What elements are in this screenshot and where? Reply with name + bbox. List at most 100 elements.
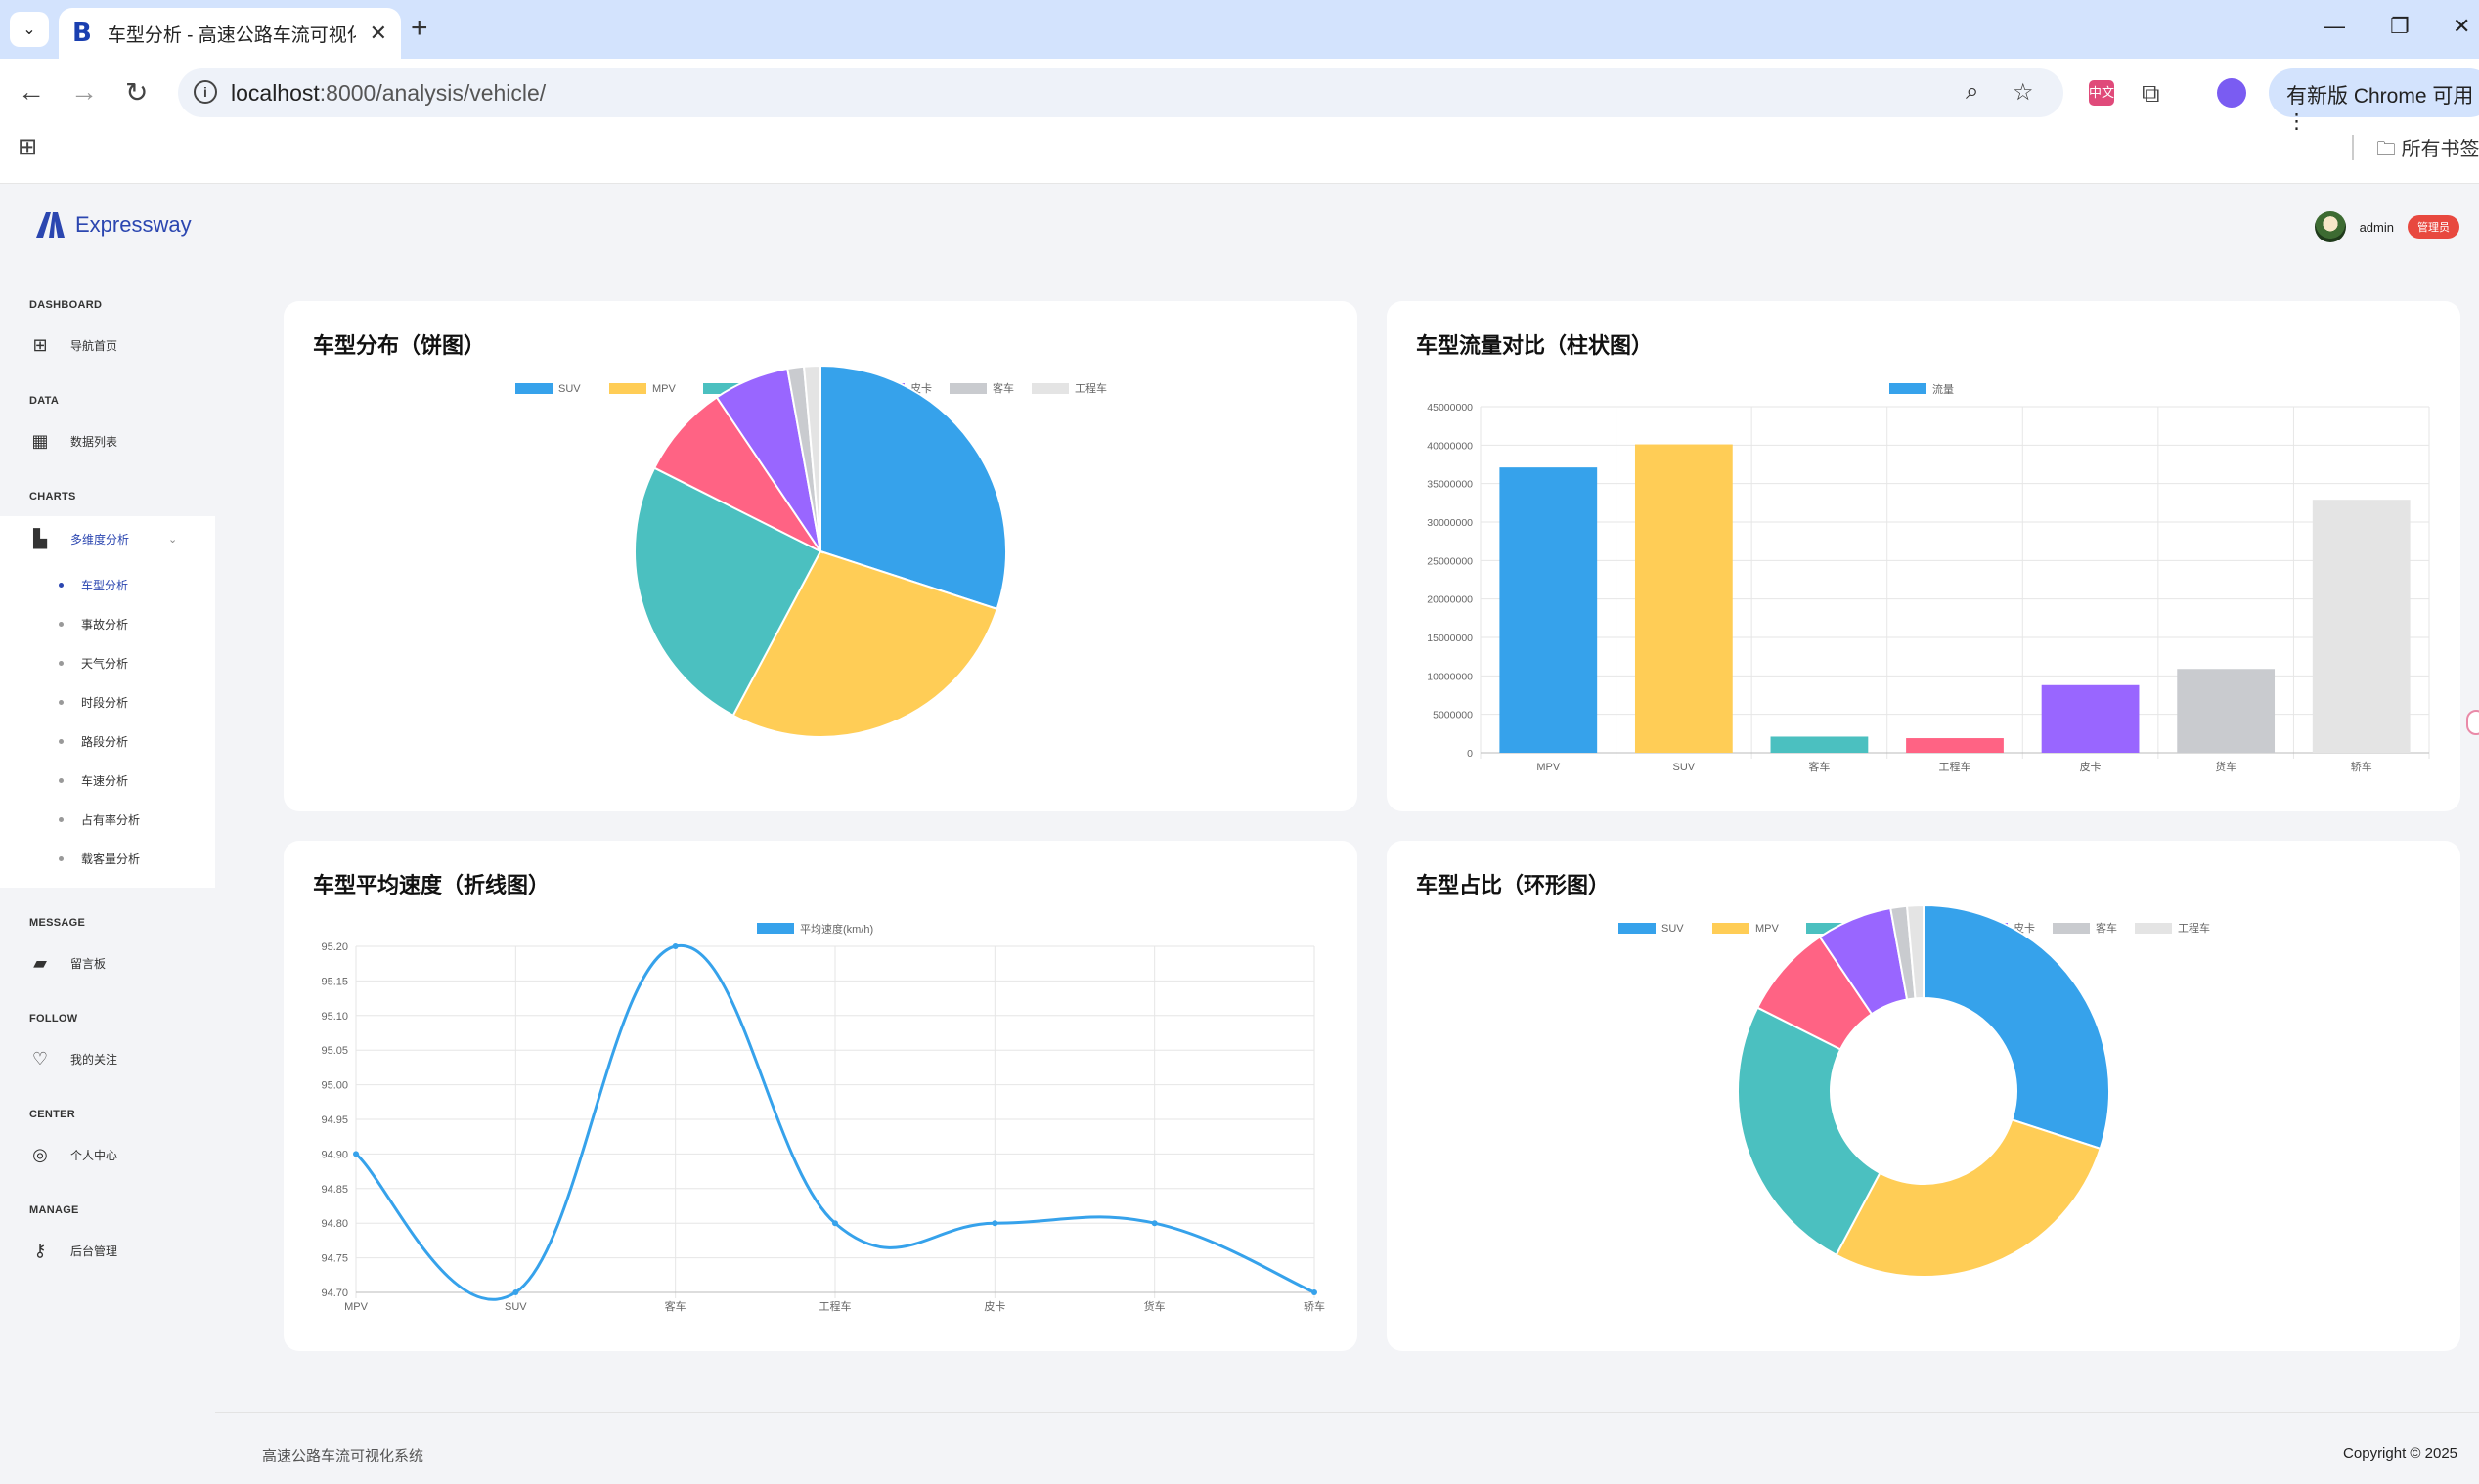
point-货车 <box>1151 1220 1158 1227</box>
pie-slice-MPV <box>731 549 998 738</box>
chevron-down-icon: ⌄ <box>168 533 178 546</box>
all-bookmarks-button[interactable]: 🗀 所有书签 <box>2376 139 2479 160</box>
chart-title: 车型分布（饼图） <box>313 333 486 358</box>
apps-grid-icon[interactable]: ⊞ <box>18 134 38 160</box>
reload-icon[interactable]: ↻ <box>125 77 149 108</box>
tab-title: 车型分析 - 高速公路车流可视化 <box>107 24 356 46</box>
x-tick-label: 工程车 <box>819 1299 852 1313</box>
legend-label: 流量 <box>1932 382 1954 396</box>
y-tick-label: 40000000 <box>1427 440 1473 452</box>
pie-chart[interactable]: SUVMPV轿车货车皮卡客车工程车 <box>284 301 1357 811</box>
y-tick-label: 10000000 <box>1427 671 1473 682</box>
section-data: DATA <box>29 395 60 407</box>
section-charts: CHARTS <box>29 491 76 502</box>
sub-item-segment[interactable]: 路段分析 <box>59 733 128 750</box>
line-chart[interactable]: 平均速度(km/h) 94.70 94.75 94.80 94.85 94.90 94.95… <box>284 841 1357 1351</box>
pie-slice-工程车 <box>802 364 821 552</box>
footer-system-name: 高速公路车流可视化系统 <box>262 1448 424 1464</box>
footer-divider <box>215 1412 2479 1413</box>
chevron-down-icon: ⌄ <box>22 22 36 38</box>
address-bar[interactable]: i localhost:8000/analysis/vehicle/ ⌕ ☆ <box>178 68 2063 117</box>
road-logo-icon <box>36 212 65 238</box>
donut-slice-轿车 <box>1737 1006 1881 1257</box>
browser-tab[interactable]: B 车型分析 - 高速公路车流可视化 ✕ <box>59 8 401 59</box>
floating-widget[interactable] <box>2466 710 2479 735</box>
y-tick-label: 95.15 <box>321 976 348 987</box>
y-tick-label: 0 <box>1467 748 1473 760</box>
legend-swatch <box>703 383 740 394</box>
extensions-icon[interactable]: ⧉ <box>2142 78 2160 108</box>
bookmark-divider <box>2352 135 2354 160</box>
sub-item-weather[interactable]: 天气分析 <box>59 655 128 672</box>
x-tick-label: MPV <box>344 1301 369 1313</box>
section-manage: MANAGE <box>29 1204 79 1216</box>
bar-货车 <box>2177 669 2276 753</box>
legend-swatch <box>950 383 987 394</box>
section-follow: FOLLOW <box>29 1013 78 1025</box>
bar-chart[interactable]: 流量 0 5000000 10000000 15000000 20000000 250000… <box>1387 301 2460 811</box>
y-tick-label: 45000000 <box>1427 402 1473 414</box>
section-dashboard: DASHBOARD <box>29 299 103 311</box>
translate-extension-icon[interactable]: 中文 <box>2089 80 2114 106</box>
sub-item-passengers[interactable]: 载客量分析 <box>59 851 140 867</box>
user-key-icon: ⚷ <box>33 1241 47 1260</box>
url-text[interactable]: localhost:8000/analysis/vehicle/ <box>231 80 547 106</box>
site-info-icon[interactable]: i <box>194 80 217 104</box>
sidebar-item-profile[interactable]: ◎ 个人中心 <box>29 1144 117 1165</box>
tab-search-button[interactable]: ⌄ <box>10 12 49 47</box>
x-tick-label: 轿车 <box>2351 760 2372 773</box>
legend-label: 平均速度(km/h) <box>800 922 873 936</box>
doughnut-chart[interactable]: SUVMPV轿车货车皮卡客车工程车 <box>1387 841 2460 1351</box>
forward-icon[interactable]: → <box>70 76 98 107</box>
close-tab-icon[interactable]: ✕ <box>369 21 387 45</box>
section-message: MESSAGE <box>29 917 86 929</box>
x-tick-label: SUV <box>505 1301 527 1313</box>
legend-swatch <box>1712 923 1749 934</box>
x-tick-label: 货车 <box>1144 1299 1166 1313</box>
restore-icon[interactable]: ❐ <box>2390 14 2410 38</box>
sidebar-item-board[interactable]: ▰ 留言板 <box>29 952 106 974</box>
legend-swatch <box>609 383 646 394</box>
sidebar-item-analysis[interactable]: ▙ 多维度分析 ⌄ <box>29 528 177 549</box>
legend-swatch <box>1806 923 1843 934</box>
user-menu[interactable]: admin 管理员 <box>2314 211 2459 242</box>
sub-item-time[interactable]: 时段分析 <box>59 694 128 711</box>
sidebar: DASHBOARD ⊞ 导航首页 DATA ▦ 数据列表 CHARTS ▙ 多维度分析… <box>0 282 215 1484</box>
pie-slice-货车 <box>652 396 823 554</box>
legend-swatch <box>515 383 553 394</box>
avatar[interactable] <box>2314 211 2346 242</box>
pie-chart-card: 车型分布（饼图） SUVMPV轿车货车皮卡客车工程车 <box>284 301 1357 811</box>
profile-avatar[interactable] <box>2217 78 2246 108</box>
bar-chart-card: 车型流量对比（柱状图） 流量 0 5000000 10000000 15000000 20… <box>1387 301 2460 811</box>
window-close-icon[interactable]: ✕ <box>2453 14 2471 38</box>
sub-item-vehicle[interactable]: 车型分析 <box>59 577 128 593</box>
legend-swatch <box>1032 383 1069 394</box>
sub-item-accident[interactable]: 事故分析 <box>59 616 128 633</box>
x-tick-label: MPV <box>1536 762 1561 773</box>
update-chrome-button[interactable]: 有新版 Chrome 可用 ⋮ <box>2269 68 2479 133</box>
sub-item-occupancy[interactable]: 占有率分析 <box>59 811 140 828</box>
x-tick-label: 工程车 <box>1939 760 1971 773</box>
sidebar-item-follow[interactable]: ♡ 我的关注 <box>29 1048 117 1069</box>
donut-slice-工程车 <box>1905 903 1925 1000</box>
point-SUV <box>512 1289 519 1295</box>
sidebar-item-data-list[interactable]: ▦ 数据列表 <box>29 430 117 452</box>
new-tab-button[interactable]: + <box>411 12 428 44</box>
sub-item-speed[interactable]: 车速分析 <box>59 772 128 789</box>
bookmark-star-icon[interactable]: ☆ <box>2013 79 2034 106</box>
sidebar-item-admin[interactable]: ⚷ 后台管理 <box>29 1240 117 1261</box>
x-tick-label: 货车 <box>2215 760 2236 773</box>
minimize-icon[interactable]: — <box>2324 14 2345 38</box>
line-chart-card: 车型平均速度（折线图） 平均速度(km/h) 94.70 94.75 94.80 94.… <box>284 841 1357 1351</box>
legend-label: MPV <box>1755 923 1780 935</box>
bar-客车 <box>1770 736 1869 753</box>
sidebar-item-home[interactable]: ⊞ 导航首页 <box>29 334 117 356</box>
x-tick-label: 皮卡 <box>984 1300 1005 1313</box>
zoom-icon[interactable]: ⌕ <box>1966 78 1979 105</box>
y-tick-label: 5000000 <box>1433 710 1473 721</box>
brand-logo[interactable]: Expressway <box>34 211 192 239</box>
pie-slice-轿车 <box>634 466 822 718</box>
back-icon[interactable]: ← <box>18 76 45 107</box>
y-tick-label: 94.75 <box>321 1253 348 1265</box>
browser-tabstrip: ⌄ B 车型分析 - 高速公路车流可视化 ✕ + — ❐ ✕ <box>0 0 2479 59</box>
